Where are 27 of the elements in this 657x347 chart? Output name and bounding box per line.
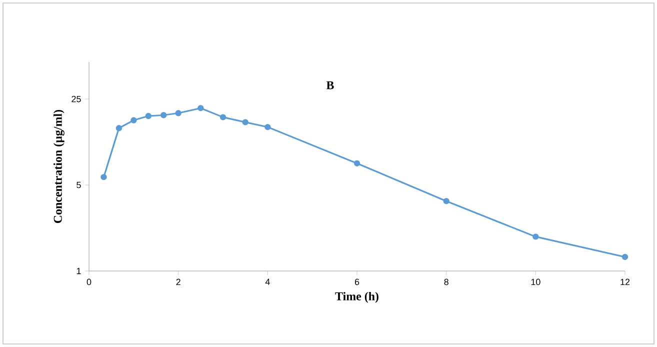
point — [116, 125, 122, 132]
x-tick-label: 2 — [176, 278, 180, 286]
point — [145, 112, 152, 120]
point — [160, 112, 167, 118]
y-axis-title: Concentration (µg/ml) — [53, 110, 64, 223]
point — [220, 114, 226, 120]
point — [242, 119, 248, 126]
point — [100, 174, 107, 180]
point — [622, 254, 628, 260]
x-axis-title: Time (h) — [335, 292, 378, 303]
x-tick-label: 10 — [531, 278, 540, 286]
point — [532, 234, 539, 240]
point — [130, 117, 137, 124]
x-tick-label: 6 — [354, 278, 360, 286]
y-tick-label: 5 — [76, 182, 81, 188]
x-tick-label: 4 — [265, 278, 270, 285]
y-tick-label: 1 — [76, 268, 81, 274]
point — [443, 198, 450, 204]
text: B — [326, 81, 334, 90]
y-tick-label: 25 — [72, 96, 81, 102]
point — [264, 124, 271, 130]
x-tick-label: 8 — [444, 278, 448, 286]
x-tick-label: 12 — [620, 278, 630, 286]
x-tick-label: 0 — [86, 278, 92, 286]
point — [198, 104, 204, 112]
point — [354, 160, 360, 166]
point — [175, 110, 182, 116]
